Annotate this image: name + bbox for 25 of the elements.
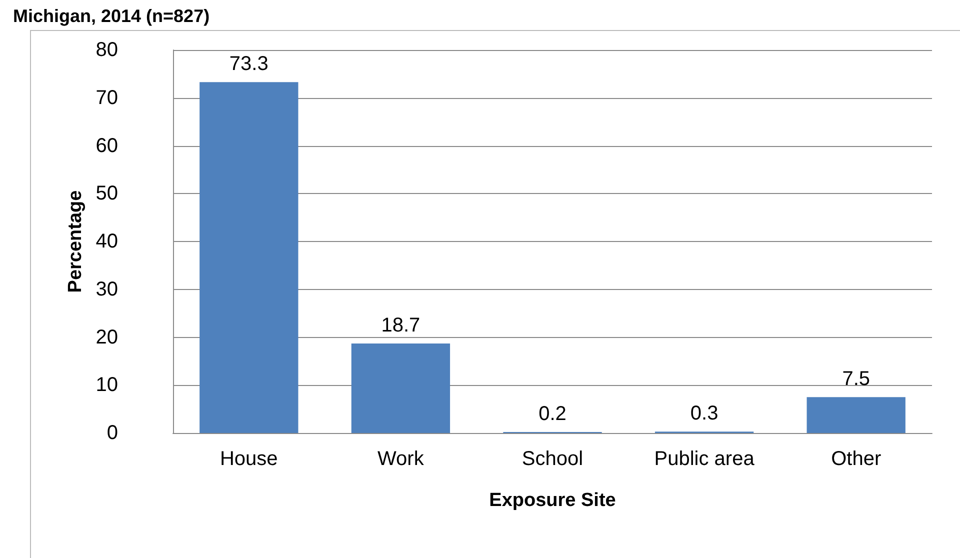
data-label: 7.5 <box>842 368 870 390</box>
x-tick-label: Work <box>378 448 425 470</box>
y-axis-title: Percentage <box>64 190 86 293</box>
y-tick-label: 80 <box>96 39 118 61</box>
x-tick-label: House <box>220 448 278 470</box>
x-axis-title: Exposure Site <box>489 490 616 511</box>
x-tick-label: School <box>522 448 584 470</box>
y-tick-label: 20 <box>96 326 118 348</box>
bar <box>200 82 298 433</box>
data-label: 73.3 <box>229 53 268 76</box>
data-label: 18.7 <box>381 314 420 336</box>
x-tick-label: Other <box>831 448 882 470</box>
y-tick-label: 50 <box>96 182 118 205</box>
y-tick-label: 60 <box>96 134 118 157</box>
bar <box>806 397 906 433</box>
x-tick-label: Public area <box>654 448 756 470</box>
y-tick-label: 30 <box>96 278 118 300</box>
bar <box>351 343 450 433</box>
y-tick-label: 10 <box>96 374 118 396</box>
y-tick-label: 40 <box>96 230 118 252</box>
data-label: 0.3 <box>690 402 718 425</box>
y-tick-label: 70 <box>96 86 118 109</box>
y-tick-label: 0 <box>106 422 118 444</box>
chart-title: Michigan, 2014 (n=827) <box>13 6 210 26</box>
data-label: 0.2 <box>538 403 566 426</box>
